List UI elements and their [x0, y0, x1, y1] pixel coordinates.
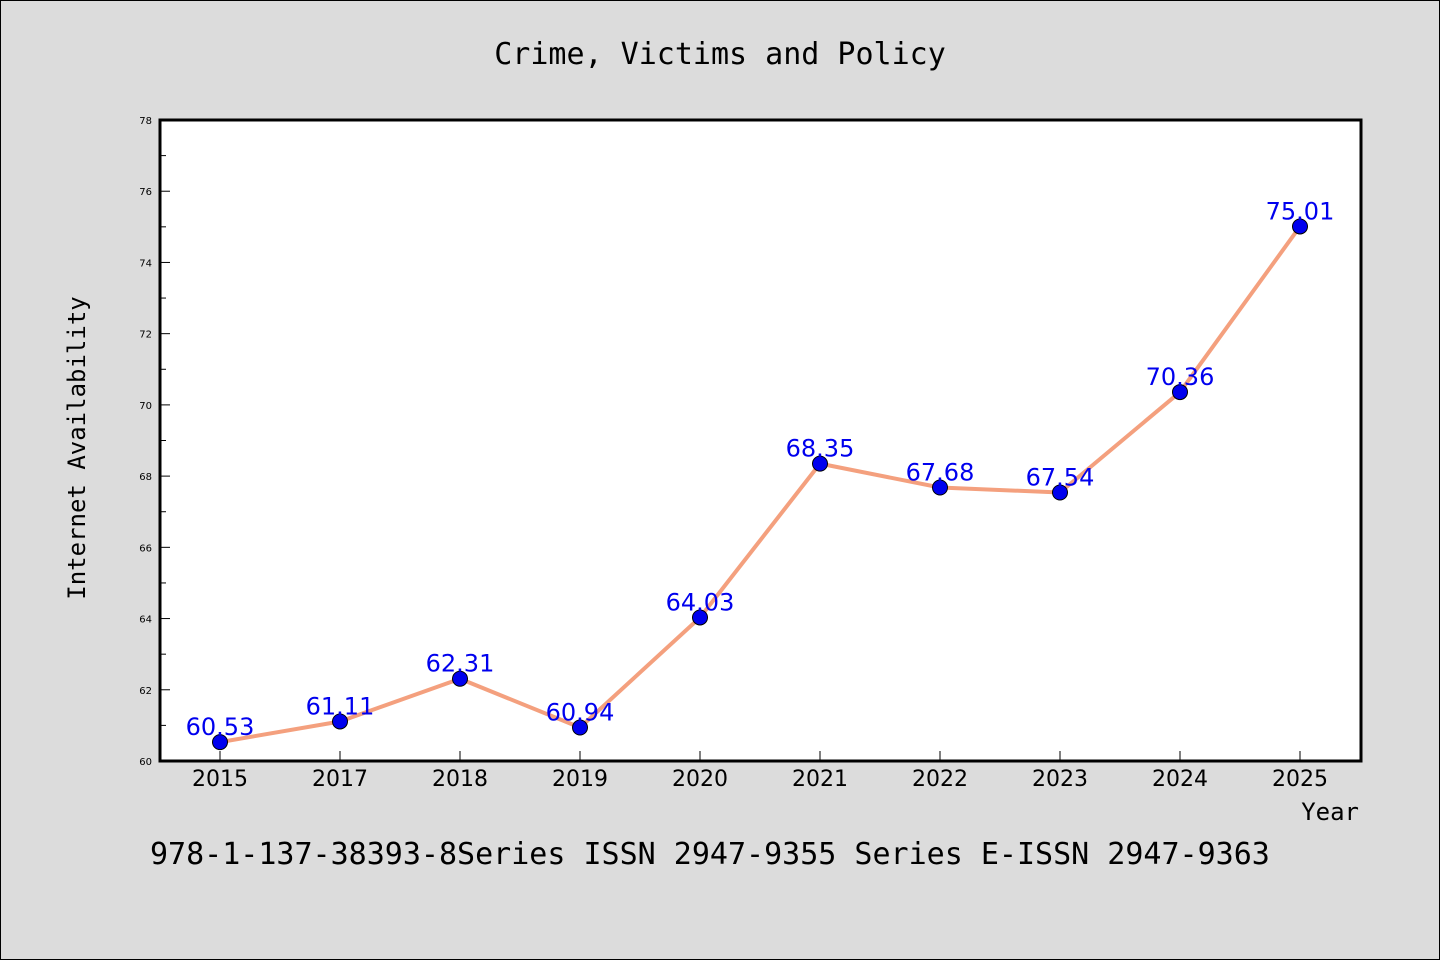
data-label: 67.68	[906, 459, 975, 487]
series-line	[218, 224, 1302, 745]
plot-area	[158, 118, 1363, 763]
x-tick-label: 2018	[432, 767, 488, 792]
x-tick-label: 2020	[672, 767, 728, 792]
data-point	[1172, 384, 1188, 401]
x-tick-label: 2024	[1152, 767, 1208, 792]
data-point	[332, 713, 348, 730]
data-label: 60.94	[546, 699, 615, 727]
y-axis: 60 62 64 66 68 70 72 74 76 78	[139, 116, 170, 768]
data-label: 60.53	[186, 713, 255, 741]
data-label-layer: 60.53 61.11 62.31 60.94 64.03 68.35 67.68 67.54…	[186, 197, 1335, 741]
series-line-layer	[218, 224, 1302, 745]
data-point	[812, 455, 828, 472]
y-tick-label: 70	[139, 401, 152, 412]
data-point	[452, 670, 468, 687]
data-point	[692, 609, 708, 626]
y-tick-label: 66	[139, 543, 152, 554]
data-point	[1292, 218, 1308, 235]
x-tick-label: 2019	[552, 767, 608, 792]
x-axis: 2015 2017 2018 2019 2020 2021 2022 2023 2024 2025	[192, 751, 1328, 792]
data-point	[212, 734, 228, 751]
data-point	[1052, 484, 1068, 501]
x-tick-label: 2021	[792, 767, 848, 792]
x-tick-label: 2023	[1032, 767, 1088, 792]
y-tick-label: 72	[139, 330, 152, 341]
data-label: 75.01	[1266, 197, 1335, 225]
data-label: 70.36	[1146, 363, 1215, 391]
data-label: 64.03	[666, 588, 735, 616]
data-point	[932, 479, 948, 496]
y-tick-label: 78	[139, 116, 152, 127]
y-tick-label: 60	[139, 757, 152, 768]
footer-isbn-text: 978-1-137-38393-8Series ISSN 2947-9355 S…	[150, 837, 1270, 872]
y-tick-label: 64	[139, 615, 152, 626]
data-label: 61.11	[306, 692, 375, 720]
x-tick-label: 2017	[312, 767, 368, 792]
data-point	[572, 719, 588, 736]
x-tick-label: 2025	[1272, 767, 1328, 792]
x-tick-label: 2022	[912, 767, 968, 792]
data-label: 67.54	[1026, 463, 1095, 491]
data-label: 62.31	[426, 650, 495, 678]
marker-layer	[212, 218, 1308, 751]
chart-title: Crime, Victims and Policy	[494, 37, 946, 72]
y-axis-label: Internet Availability	[63, 296, 91, 599]
y-tick-label: 74	[139, 258, 152, 269]
x-tick-label: 2015	[192, 767, 248, 792]
data-label: 68.35	[786, 435, 855, 463]
y-tick-label: 68	[139, 472, 152, 483]
y-tick-label: 76	[139, 187, 152, 198]
x-axis-label: Year	[1301, 798, 1359, 826]
y-tick-label: 62	[139, 686, 152, 697]
